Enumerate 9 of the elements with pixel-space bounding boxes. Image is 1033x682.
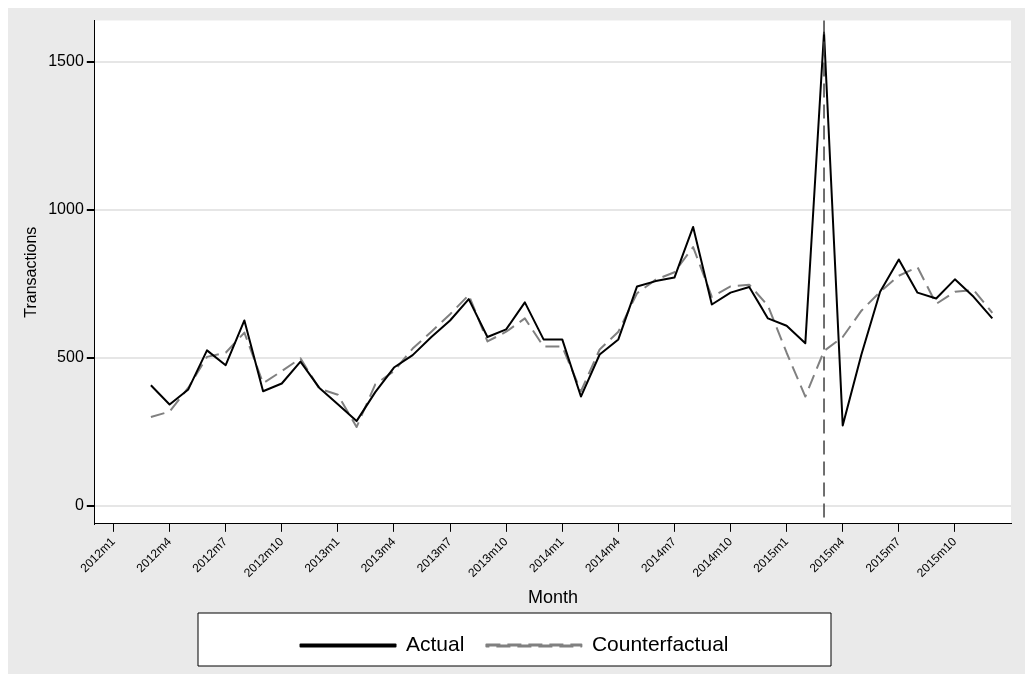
y-tick-label: 0: [74, 496, 84, 514]
y-tick-label: 1500: [48, 52, 84, 70]
y-axis-title: Transactions: [22, 226, 40, 318]
line-series: [149, 246, 994, 429]
legend-label: Counterfactual: [591, 632, 729, 656]
y-tick-label: 1000: [48, 200, 84, 218]
x-axis-title: Month: [527, 587, 578, 608]
legend-label: Actual: [406, 632, 465, 656]
y-tick-label: 500: [57, 348, 84, 366]
